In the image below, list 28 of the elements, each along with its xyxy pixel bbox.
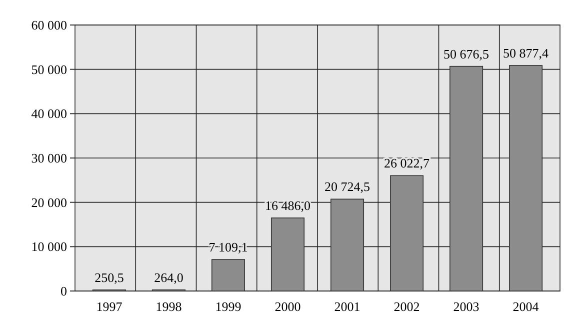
y-tick-label: 60 000 [31, 18, 67, 33]
x-tick-label: 1998 [156, 299, 182, 314]
x-tick-label: 1997 [96, 299, 123, 314]
data-label: 50 877,4 [503, 45, 550, 60]
y-tick-label: 30 000 [31, 150, 67, 166]
bar [270, 218, 305, 292]
data-label: 16 486,0 [264, 198, 310, 213]
x-tick-label: 2002 [394, 299, 420, 314]
data-label: 20 724,5 [324, 179, 370, 194]
bar [211, 259, 245, 292]
x-tick-label: 2004 [512, 299, 540, 314]
bar [330, 198, 364, 292]
x-tick-label: 2001 [334, 299, 360, 314]
x-tick-label: 2003 [453, 299, 480, 314]
x-tick-label: 2000 [274, 299, 301, 314]
data-label: 50 676,5 [444, 46, 490, 62]
bar [450, 66, 484, 292]
x-tick-label: 1999 [215, 299, 242, 314]
bar [390, 175, 424, 292]
y-tick-label: 10 000 [31, 239, 67, 254]
y-tick-label: 0 [60, 284, 67, 299]
y-tick-label: 40 000 [31, 106, 67, 122]
data-label: 26 022,7 [384, 156, 430, 171]
y-tick-label: 50 000 [31, 62, 67, 77]
data-label: 250,5 [94, 270, 124, 285]
data-label: 264,0 [154, 270, 184, 285]
y-tick-label: 20 000 [31, 194, 67, 210]
bar [509, 65, 543, 292]
